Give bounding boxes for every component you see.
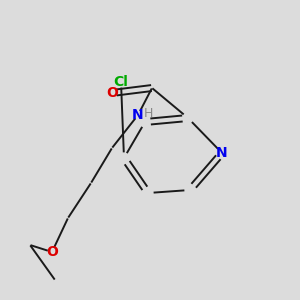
Text: N: N [132, 108, 144, 122]
Text: O: O [106, 86, 118, 100]
Text: H: H [144, 107, 153, 120]
Text: O: O [46, 245, 58, 259]
Text: N: N [216, 146, 228, 160]
Text: Cl: Cl [114, 75, 128, 89]
